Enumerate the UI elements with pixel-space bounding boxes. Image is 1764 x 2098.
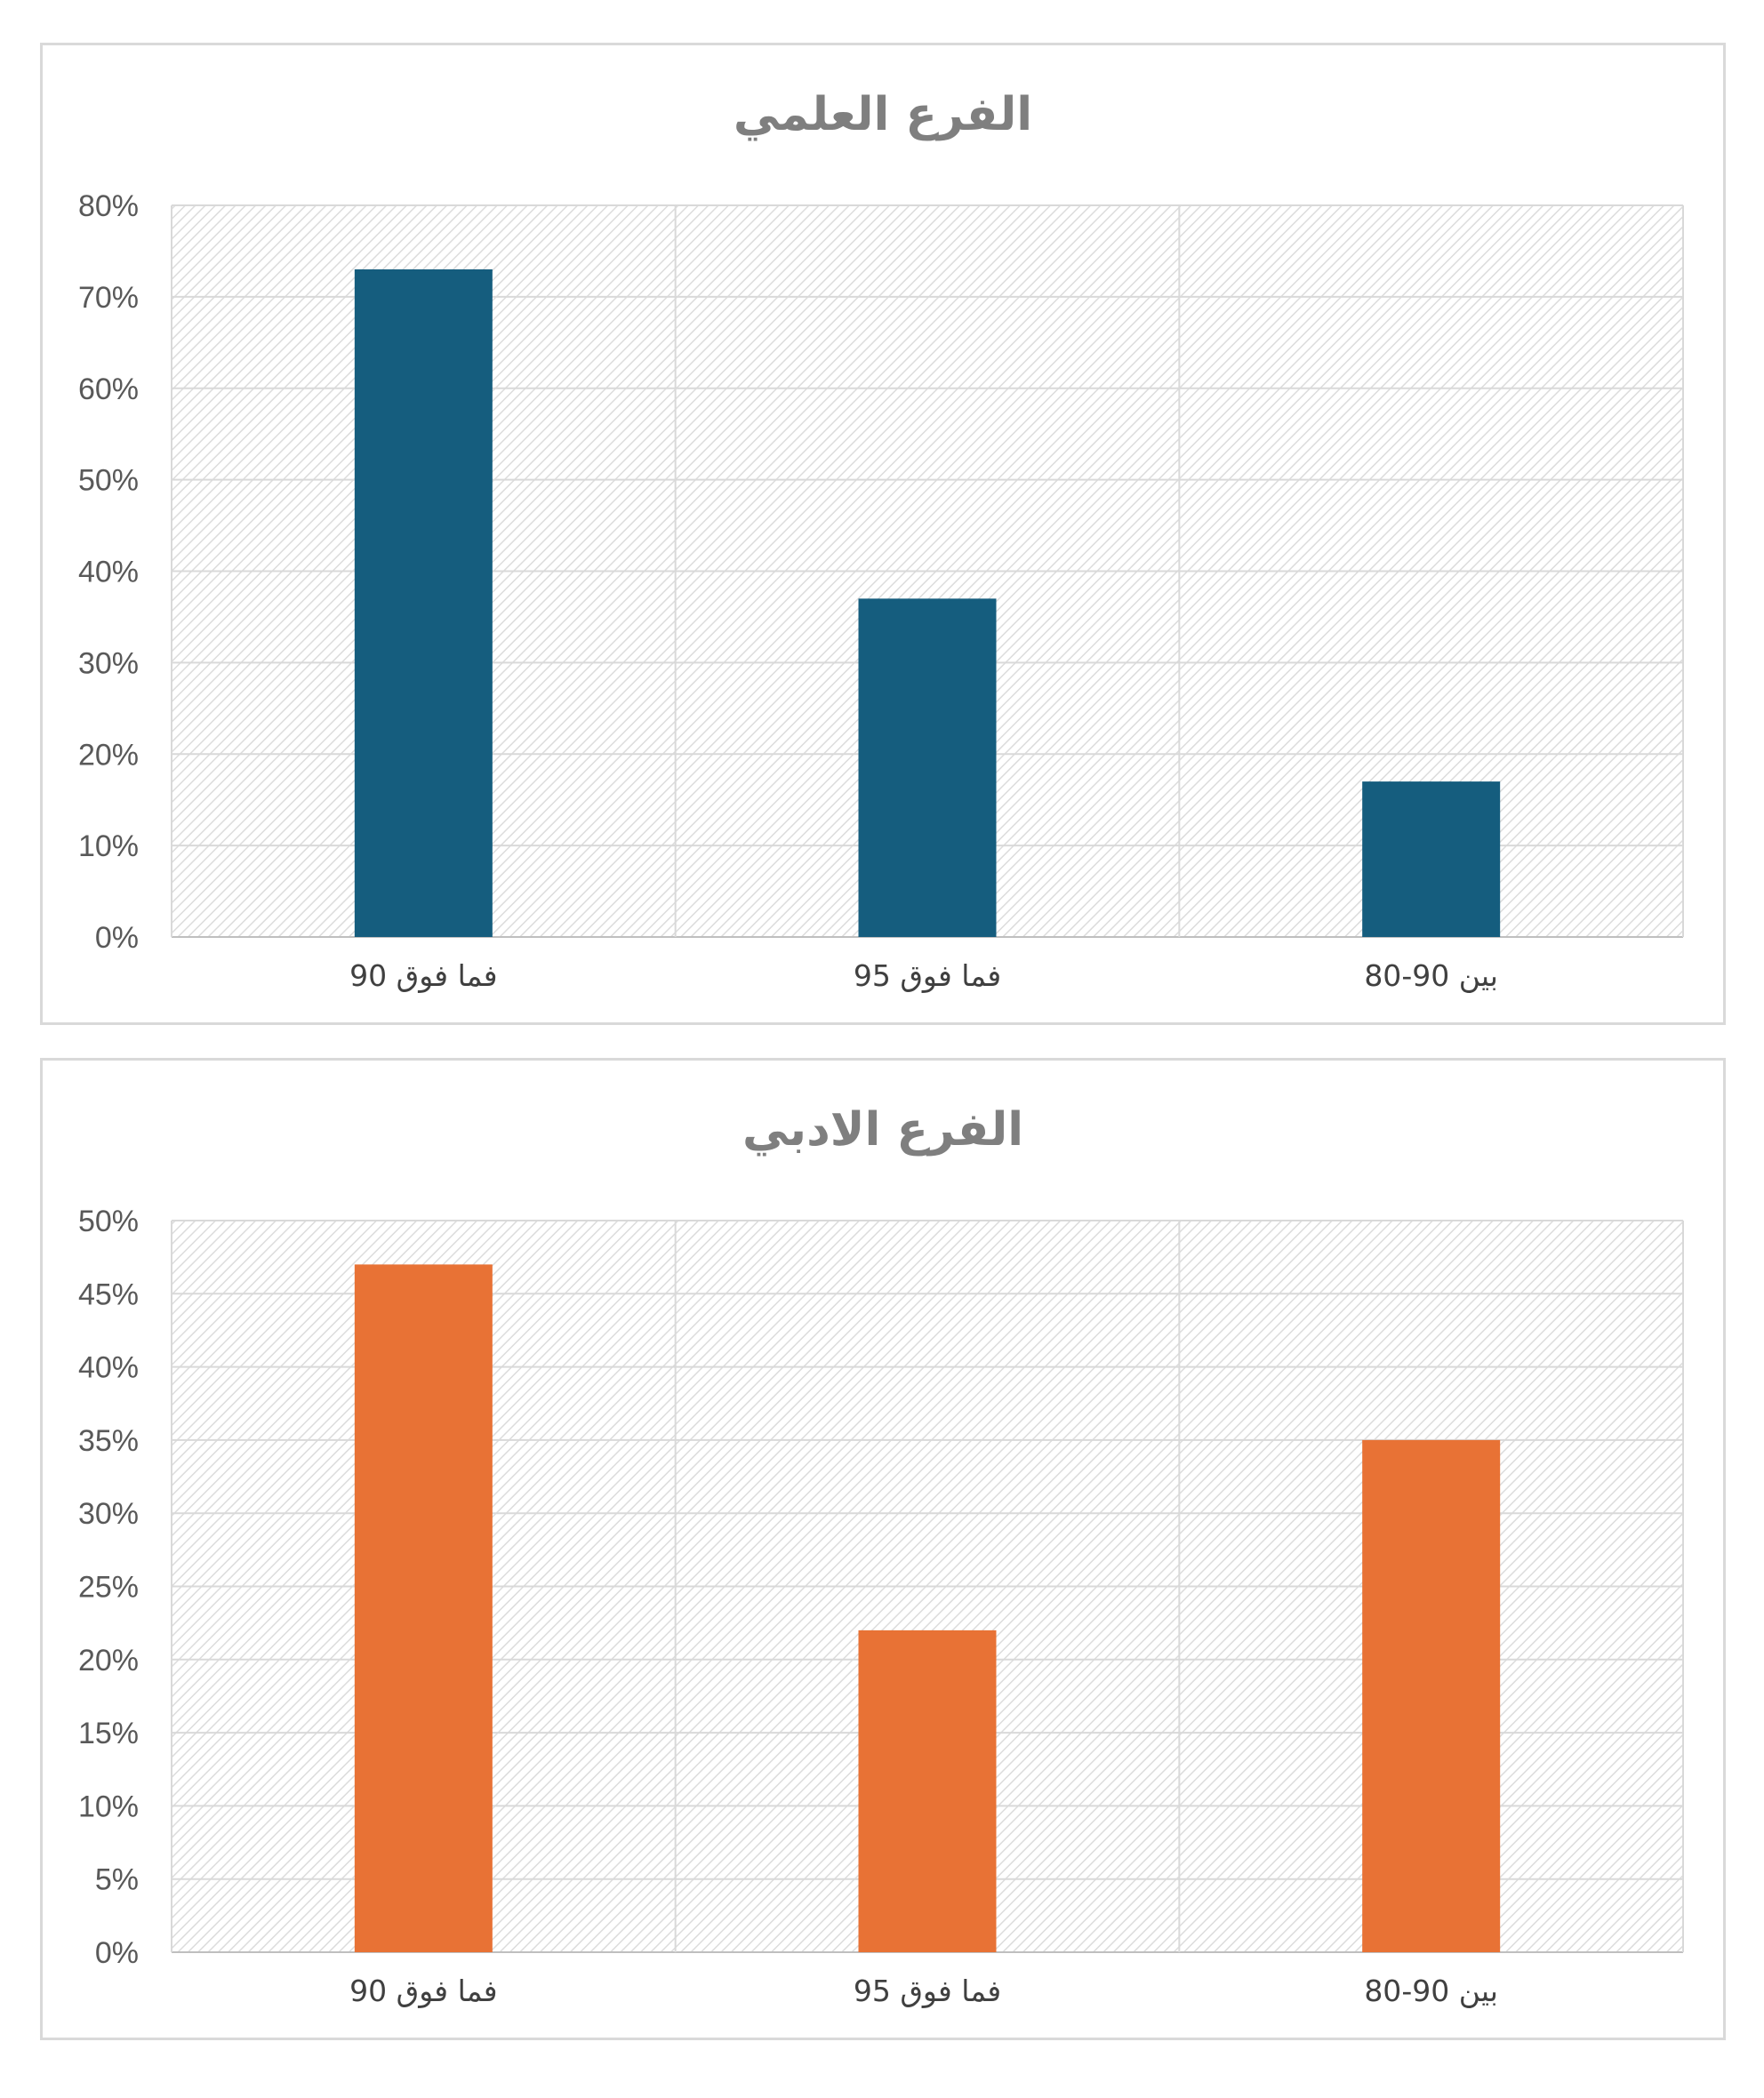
x-category-label: 90 فما فوق: [349, 1974, 497, 2008]
y-tick-label: 80%: [78, 189, 139, 223]
chart-svg: 0% 5% 10% 15% 20% 25% 30% 35% 40% 45% 50% 90 فما ف…: [78, 1103, 1684, 2008]
y-tick-label: 50%: [78, 464, 139, 498]
bar: [354, 269, 493, 937]
y-tick-label: 10%: [78, 829, 139, 863]
y-tick-label: 60%: [78, 372, 139, 406]
y-tick-label: 70%: [78, 281, 139, 315]
chart-svg: 0% 10% 20% 30% 40% 50% 60% 70% 80% 90 فما فوق 95 …: [78, 88, 1684, 993]
chart-title: الفرع الادبي: [742, 1103, 1023, 1157]
bar: [1362, 1439, 1501, 1952]
y-tick-label: 45%: [78, 1277, 139, 1311]
chart-literary-branch: 0% 5% 10% 15% 20% 25% 30% 35% 40% 45% 50% 90 فما ف…: [40, 1058, 1726, 2040]
bar: [1362, 781, 1501, 937]
y-tick-label: 25%: [78, 1571, 139, 1605]
y-tick-label: 0%: [95, 1936, 139, 1970]
x-category-label: 90 فما فوق: [349, 958, 497, 993]
x-category-label: 95 فما فوق: [854, 958, 1001, 993]
y-tick-label: 5%: [95, 1863, 139, 1897]
y-tick-label: 35%: [78, 1424, 139, 1458]
y-tick-label: 10%: [78, 1790, 139, 1823]
bar: [354, 1264, 493, 1952]
y-tick-label: 20%: [78, 738, 139, 772]
x-category-label: بين 90-80: [1364, 958, 1498, 993]
y-tick-label: 40%: [78, 556, 139, 589]
chart-scientific-branch: 0% 10% 20% 30% 40% 50% 60% 70% 80% 90 فما فوق 95 …: [40, 43, 1726, 1025]
chart-title: الفرع العلمي: [734, 88, 1032, 141]
x-category-label: بين 90-80: [1364, 1974, 1498, 2008]
x-category-label: 95 فما فوق: [854, 1974, 1001, 2008]
y-tick-label: 40%: [78, 1351, 139, 1385]
y-tick-label: 15%: [78, 1717, 139, 1750]
y-tick-label: 30%: [78, 646, 139, 680]
bar: [858, 1630, 997, 1952]
y-tick-label: 20%: [78, 1644, 139, 1678]
y-tick-label: 30%: [78, 1497, 139, 1531]
y-tick-label: 0%: [95, 921, 139, 955]
bar: [858, 598, 997, 937]
y-tick-label: 50%: [78, 1205, 139, 1238]
